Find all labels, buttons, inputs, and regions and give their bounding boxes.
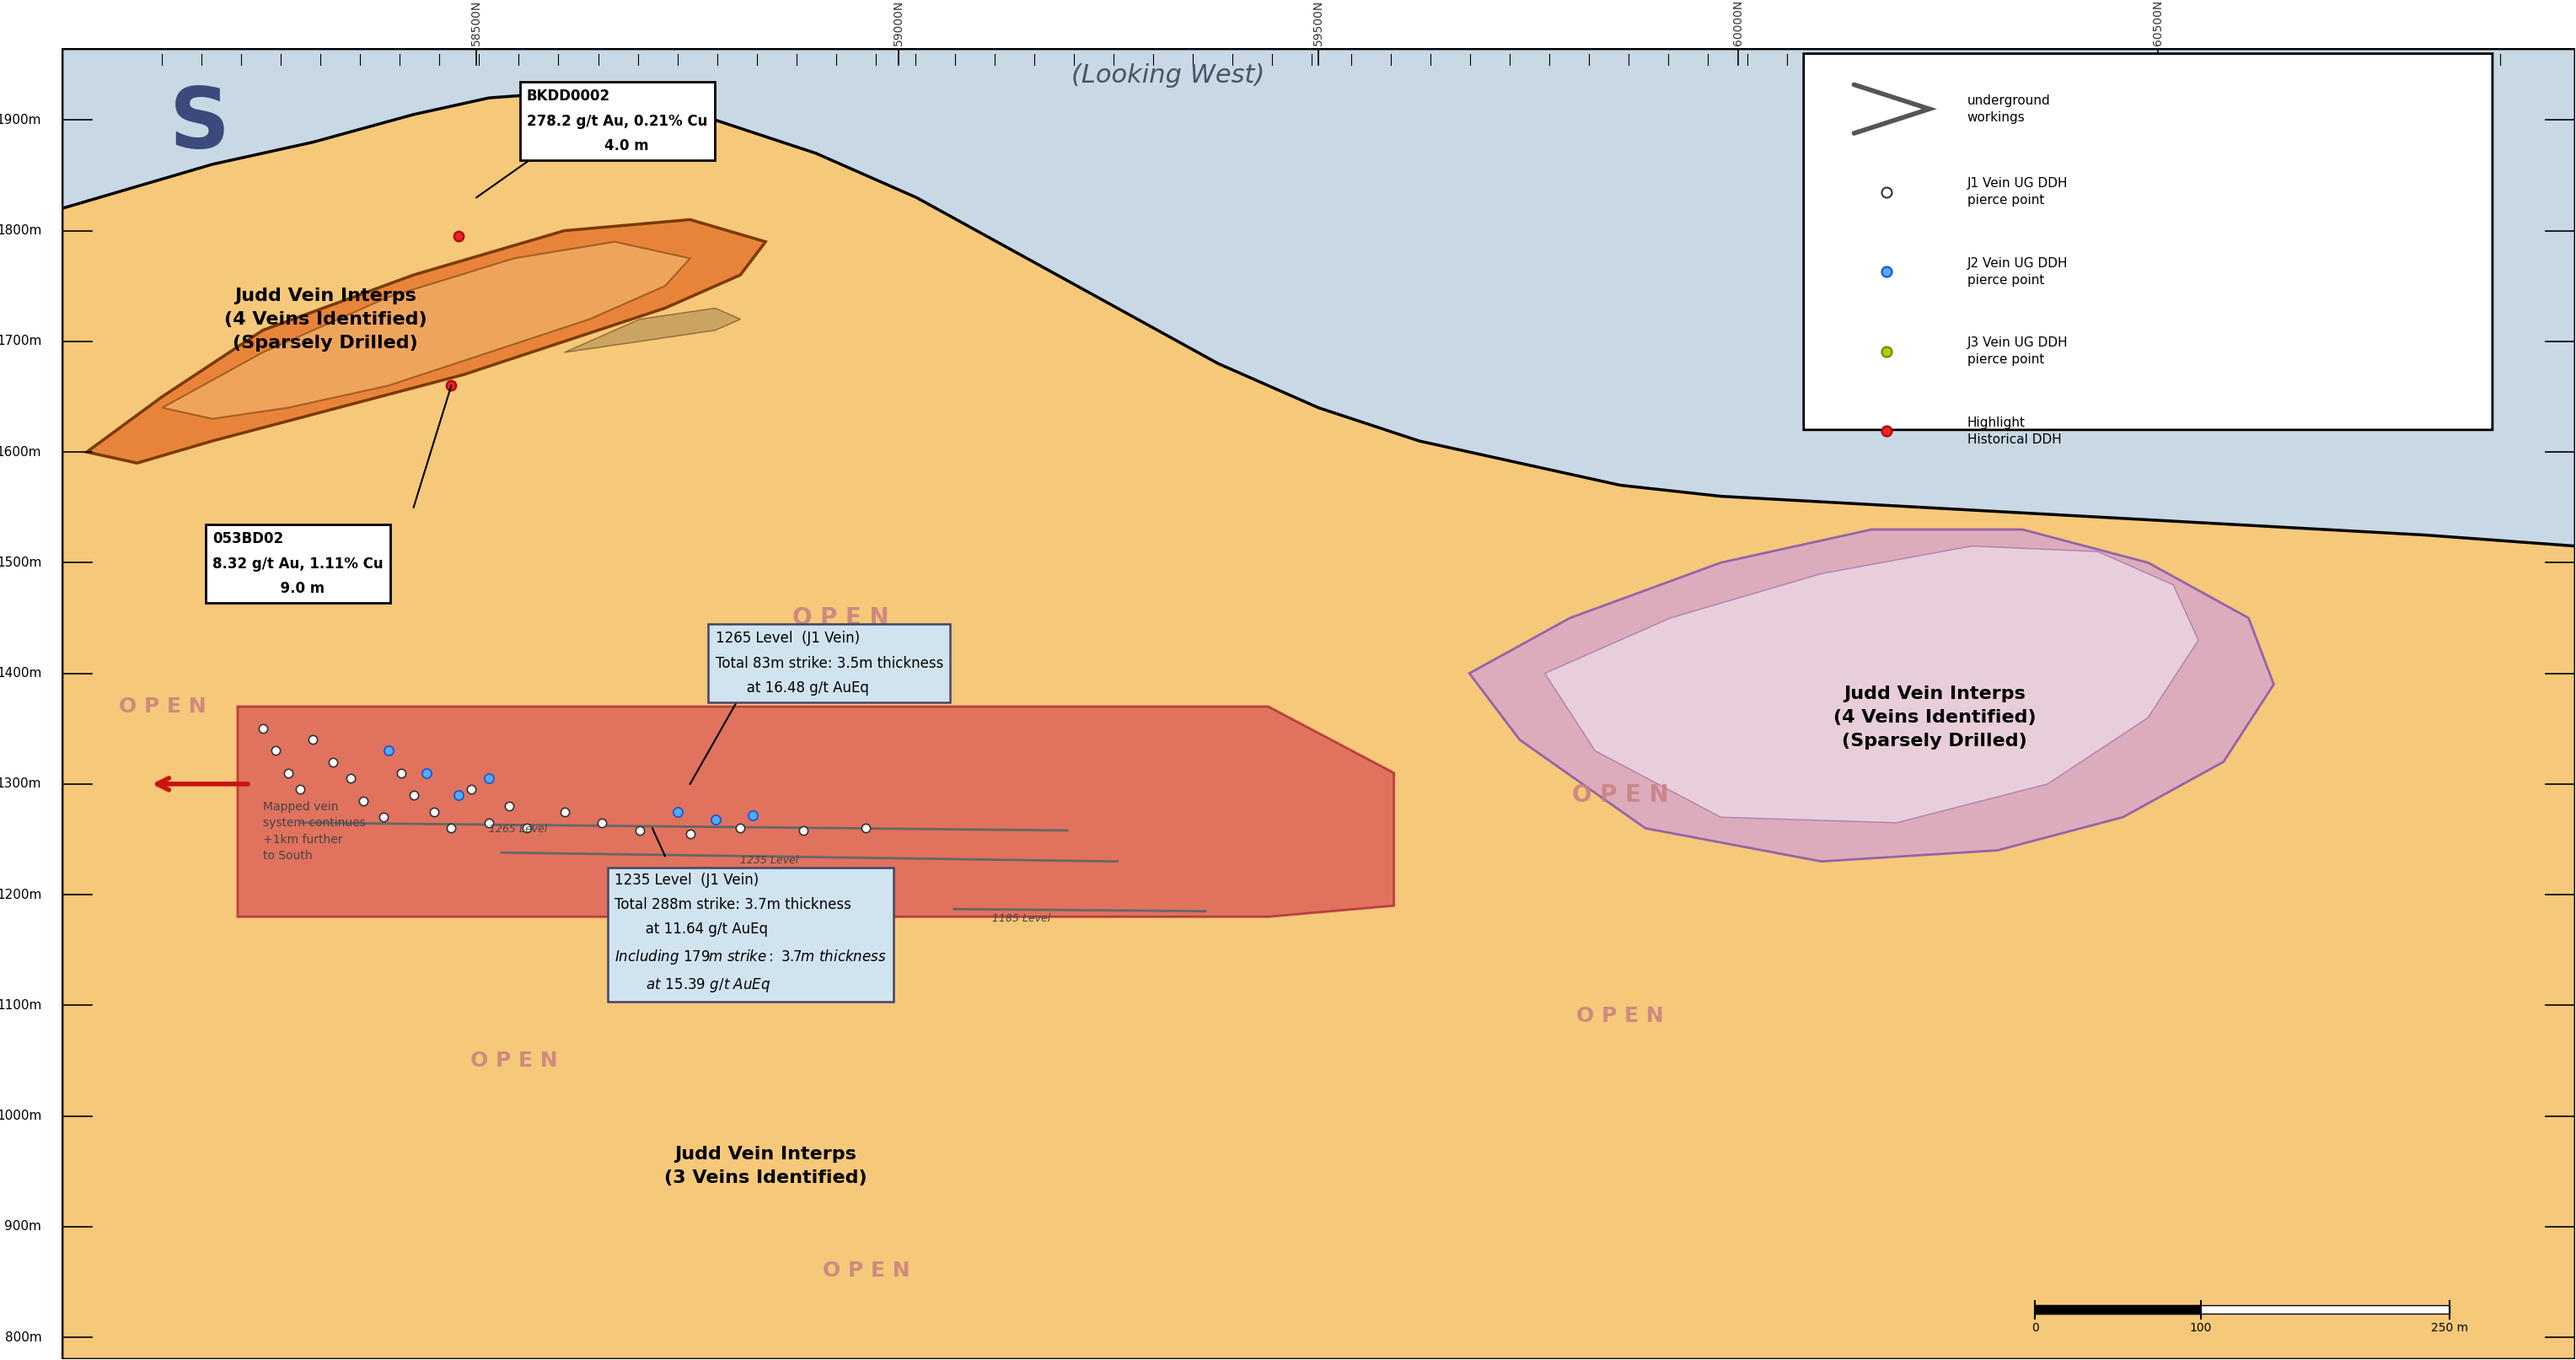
Text: J1 Vein UG DDH
pierce point: J1 Vein UG DDH pierce point — [1968, 177, 2069, 207]
Text: underground
workings: underground workings — [1968, 94, 2050, 124]
Text: 1000m: 1000m — [0, 1110, 41, 1122]
Text: J2 Vein UG DDH
pierce point: J2 Vein UG DDH pierce point — [1968, 257, 2069, 287]
Text: 1235 Level  (J1 Vein)
Total 288m strike: 3.7m thickness
       at 11.64 g/t AuEq: 1235 Level (J1 Vein) Total 288m strike: … — [616, 873, 886, 994]
Point — [469, 812, 510, 834]
Text: 1265 Level: 1265 Level — [489, 824, 549, 835]
Point — [719, 817, 760, 839]
Text: BKDD0002
278.2 g/t Au, 0.21% Cu
                4.0 m: BKDD0002 278.2 g/t Au, 0.21% Cu 4.0 m — [526, 88, 708, 154]
Point — [696, 808, 737, 830]
Point — [1865, 261, 1906, 283]
Point — [312, 751, 353, 772]
Point — [363, 806, 404, 828]
Text: 1300m: 1300m — [0, 778, 41, 790]
Text: 1185 Level: 1185 Level — [992, 914, 1051, 925]
Text: 900m: 900m — [5, 1220, 41, 1234]
Text: J3 Vein UG DDH
pierce point: J3 Vein UG DDH pierce point — [1968, 337, 2069, 366]
Polygon shape — [237, 707, 1394, 917]
Text: O P E N: O P E N — [822, 1261, 909, 1281]
Text: 053BD02
8.32 g/t Au, 1.11% Cu
              9.0 m: 053BD02 8.32 g/t Au, 1.11% Cu 9.0 m — [211, 532, 384, 596]
Text: 1235 Level: 1235 Level — [739, 855, 799, 866]
Point — [281, 779, 322, 801]
Point — [582, 812, 623, 834]
Point — [381, 762, 422, 783]
Point — [732, 804, 773, 826]
FancyBboxPatch shape — [1803, 53, 2494, 430]
Text: 59000N: 59000N — [894, 0, 904, 46]
Text: N: N — [2427, 84, 2499, 166]
Text: Mapped vein
system continues
+1km further
to South: Mapped vein system continues +1km furthe… — [263, 801, 366, 862]
Text: 1700m: 1700m — [0, 335, 41, 348]
Point — [343, 790, 384, 812]
Point — [618, 820, 659, 842]
Point — [404, 762, 446, 783]
Text: O P E N: O P E N — [118, 696, 206, 717]
Text: (Looking West): (Looking West) — [1072, 64, 1265, 88]
Text: 1600m: 1600m — [0, 446, 41, 458]
Text: Judd Vein Interps
(4 Veins Identified)
(Sparsely Drilled): Judd Vein Interps (4 Veins Identified) (… — [1834, 685, 2035, 749]
Text: S: S — [170, 84, 229, 166]
Point — [438, 785, 479, 806]
Point — [294, 729, 335, 751]
Point — [242, 718, 283, 740]
Text: Highlight
Historical DDH: Highlight Historical DDH — [1968, 416, 2061, 446]
Point — [469, 767, 510, 789]
Text: 1800m: 1800m — [0, 224, 41, 237]
Point — [330, 767, 371, 789]
Point — [505, 817, 546, 839]
Text: Judd Vein Interps
(4 Veins Identified)
(Sparsely Drilled): Judd Vein Interps (4 Veins Identified) (… — [224, 287, 428, 351]
Point — [845, 817, 886, 839]
Point — [1865, 340, 1906, 362]
Text: 0: 0 — [2032, 1322, 2038, 1334]
Text: 60000N: 60000N — [1734, 0, 1744, 46]
Text: 1100m: 1100m — [0, 1000, 41, 1012]
Polygon shape — [564, 309, 739, 352]
Text: 58500N: 58500N — [471, 0, 482, 46]
Text: 100: 100 — [2190, 1322, 2213, 1334]
Point — [412, 801, 453, 823]
Text: Judd Vein Interps
(3 Veins Identified): Judd Vein Interps (3 Veins Identified) — [665, 1145, 868, 1186]
Text: 1200m: 1200m — [0, 888, 41, 900]
Text: 1500m: 1500m — [0, 556, 41, 568]
Point — [430, 817, 471, 839]
Point — [544, 801, 585, 823]
Polygon shape — [1546, 547, 2197, 823]
Point — [255, 740, 296, 762]
Text: 1265 Level  (J1 Vein)
Total 83m strike: 3.5m thickness
       at 16.48 g/t AuEq: 1265 Level (J1 Vein) Total 83m strike: 3… — [716, 631, 943, 695]
Point — [368, 740, 410, 762]
Point — [783, 820, 824, 842]
Point — [451, 779, 492, 801]
Text: 1400m: 1400m — [0, 666, 41, 680]
Polygon shape — [1468, 529, 2275, 861]
Text: 1900m: 1900m — [0, 114, 41, 126]
Point — [1865, 420, 1906, 442]
Polygon shape — [62, 92, 2576, 1360]
Text: 250 m: 250 m — [2432, 1322, 2468, 1334]
Point — [489, 796, 531, 817]
Text: O P E N: O P E N — [471, 1050, 559, 1070]
Text: 800m: 800m — [5, 1331, 41, 1344]
Text: O P E N: O P E N — [1571, 783, 1669, 806]
Text: O P E N: O P E N — [793, 607, 889, 630]
Text: 60500N: 60500N — [2151, 0, 2164, 46]
Point — [394, 785, 435, 806]
Text: 59500N: 59500N — [1314, 0, 1324, 46]
Point — [1865, 181, 1906, 203]
Point — [430, 375, 471, 397]
Point — [438, 226, 479, 248]
Point — [268, 762, 309, 783]
Point — [670, 823, 711, 845]
Point — [657, 801, 698, 823]
Polygon shape — [88, 219, 765, 462]
Polygon shape — [162, 242, 690, 419]
Text: O P E N: O P E N — [1577, 1006, 1664, 1027]
Polygon shape — [62, 48, 2576, 1360]
